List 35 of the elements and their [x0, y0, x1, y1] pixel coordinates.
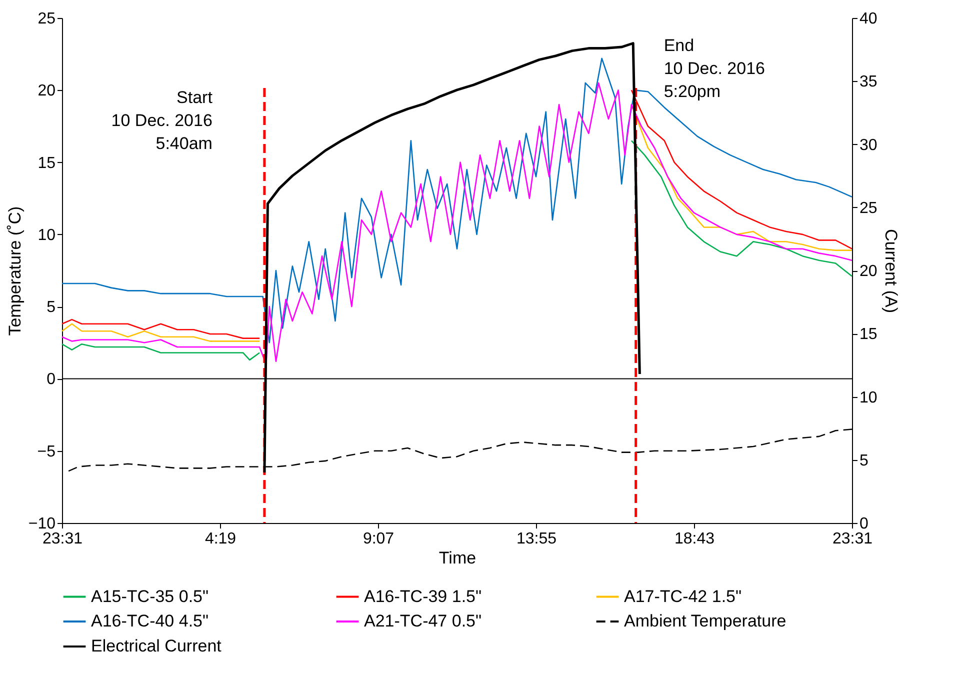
legend-label: A15-TC-35 0.5"	[91, 586, 209, 606]
x-tick-label: 13:55	[516, 530, 557, 548]
legend-label: A17-TC-42 1.5"	[624, 586, 742, 606]
y-tick-label: 0	[46, 371, 56, 388]
y2-tick-label: 10	[860, 389, 878, 406]
y-axis-title: Temperature (˚C)	[5, 206, 24, 336]
y2-tick-label: 15	[860, 326, 878, 344]
x-tick-label: 23:31	[42, 530, 83, 548]
y2-tick-label: 0	[860, 516, 868, 532]
x-tick-label: 4:19	[204, 530, 236, 548]
legend-label: A16-TC-40 4.5"	[91, 612, 209, 630]
y2-tick-label: 30	[860, 136, 878, 154]
annotation: Start 10 Dec. 2016 5:40am	[111, 88, 213, 153]
x-tick-label: 23:31	[832, 530, 873, 548]
y-tick-label: −10	[28, 516, 56, 532]
y-tick-label: 25	[38, 10, 56, 28]
legend-label: A16-TC-39 1.5"	[364, 586, 482, 606]
y-tick-label: −5	[37, 443, 56, 460]
y-tick-label: 10	[38, 226, 56, 244]
y2-tick-label: 40	[860, 10, 878, 28]
x-axis-title: Time	[438, 548, 476, 568]
x-tick-label: 9:07	[362, 530, 394, 548]
legend-label: Electrical Current	[91, 636, 222, 656]
y2-tick-label: 35	[860, 74, 878, 91]
y-tick-label: 5	[46, 299, 56, 316]
y2-tick-label: 5	[860, 452, 868, 470]
y-tick-label: 15	[38, 154, 56, 172]
y2-tick-label: 25	[860, 200, 878, 217]
legend-label: Ambient Temperature	[624, 612, 786, 630]
y-tick-label: 20	[38, 82, 56, 100]
annotation: End 10 Dec. 2016 5:20pm	[664, 36, 765, 101]
y2-axis-title: Current (A)	[881, 228, 900, 314]
y2-tick-label: 20	[860, 263, 878, 280]
legend-label: A21-TC-47 0.5"	[364, 612, 482, 630]
x-tick-label: 18:43	[674, 530, 715, 548]
